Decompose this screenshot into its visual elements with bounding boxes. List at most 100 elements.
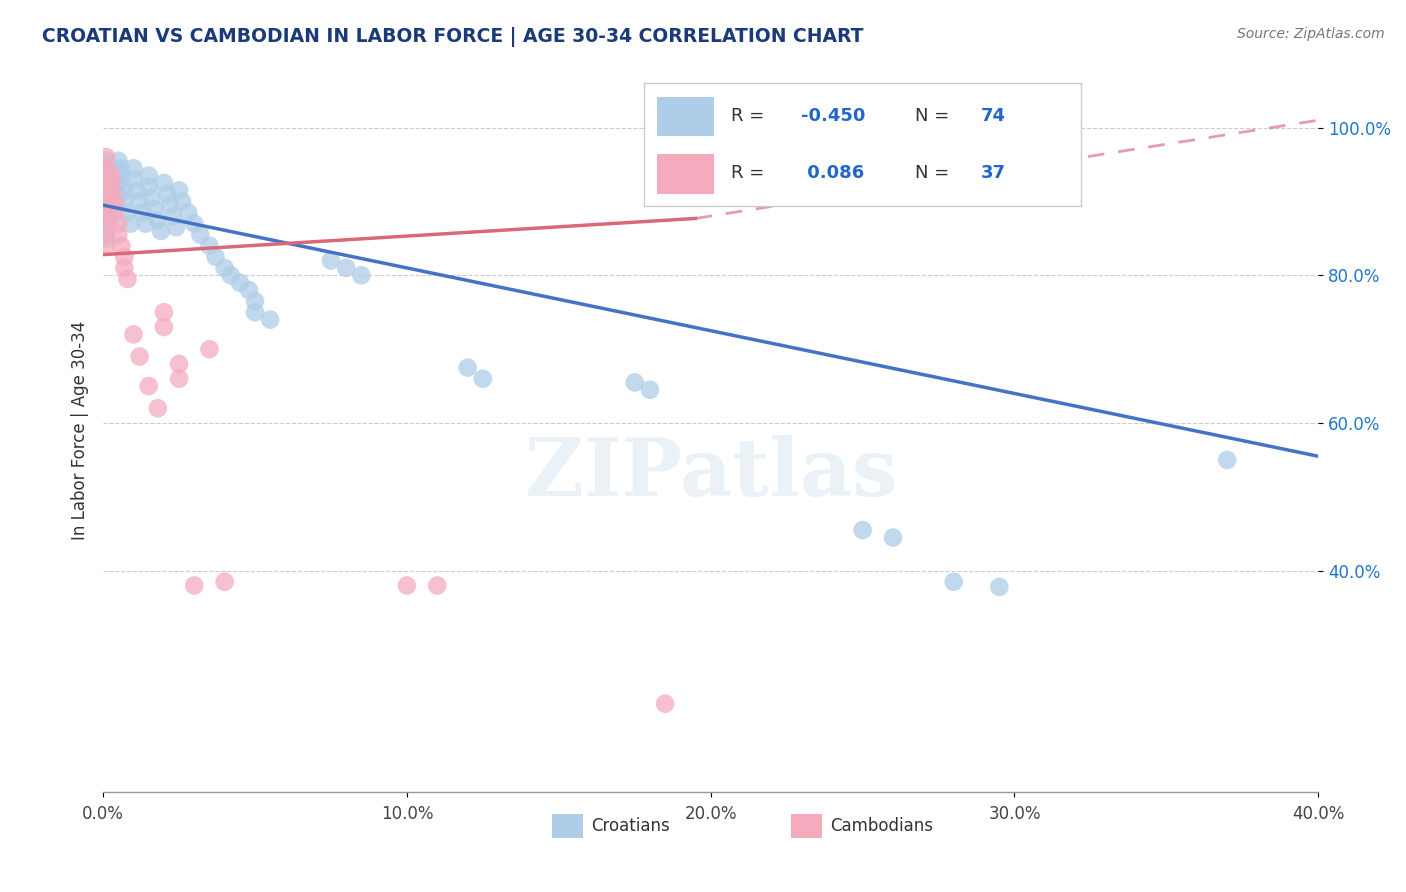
Point	[243, 305, 266, 319]
Point	[229, 276, 252, 290]
Point	[98, 198, 121, 212]
Point	[112, 260, 135, 275]
Point	[214, 260, 236, 275]
Point	[138, 379, 160, 393]
Y-axis label: In Labor Force | Age 30-34: In Labor Force | Age 30-34	[72, 321, 89, 540]
Point	[128, 194, 150, 209]
Point	[153, 305, 176, 319]
Point	[138, 169, 160, 183]
Point	[153, 176, 176, 190]
Point	[319, 253, 342, 268]
Point	[107, 176, 129, 190]
Point	[138, 179, 160, 194]
Point	[96, 217, 118, 231]
Point	[167, 183, 190, 197]
Point	[98, 165, 121, 179]
Point	[98, 176, 121, 190]
Point	[238, 283, 260, 297]
Point	[110, 161, 132, 176]
Point	[96, 239, 118, 253]
Point	[183, 578, 205, 592]
Text: Croatians: Croatians	[591, 817, 671, 835]
Point	[96, 227, 118, 242]
Point	[98, 161, 121, 176]
Point	[942, 574, 965, 589]
Point	[120, 217, 142, 231]
Point	[143, 202, 166, 216]
Point	[117, 272, 139, 286]
Point	[623, 376, 645, 390]
Point	[146, 213, 169, 227]
Point	[165, 220, 187, 235]
Point	[107, 187, 129, 202]
Point	[350, 268, 373, 283]
Point	[183, 217, 205, 231]
Point	[135, 217, 157, 231]
Point	[122, 327, 145, 342]
Point	[112, 250, 135, 264]
Point	[219, 268, 242, 283]
Point	[96, 220, 118, 235]
Point	[96, 161, 118, 176]
Point	[167, 372, 190, 386]
Point	[204, 250, 226, 264]
Point	[101, 169, 124, 183]
Text: Cambodians: Cambodians	[830, 817, 934, 835]
Point	[96, 187, 118, 202]
Point	[101, 183, 124, 197]
Point	[104, 172, 127, 186]
Point	[172, 194, 194, 209]
Point	[471, 372, 494, 386]
Point	[107, 165, 129, 179]
Point	[141, 191, 163, 205]
Point	[96, 153, 118, 168]
Text: ZIPatlas: ZIPatlas	[524, 434, 897, 513]
Point	[104, 194, 127, 209]
Point	[177, 205, 200, 219]
Point	[149, 224, 172, 238]
Point	[426, 578, 449, 592]
Point	[104, 183, 127, 197]
Point	[162, 209, 184, 223]
Point	[101, 172, 124, 186]
Point	[101, 202, 124, 216]
Point	[146, 401, 169, 416]
Point	[96, 150, 118, 164]
Point	[153, 320, 176, 334]
Point	[243, 294, 266, 309]
Point	[96, 176, 118, 190]
Point	[131, 205, 153, 219]
Point	[98, 217, 121, 231]
Text: CROATIAN VS CAMBODIAN IN LABOR FORCE | AGE 30-34 CORRELATION CHART: CROATIAN VS CAMBODIAN IN LABOR FORCE | A…	[42, 27, 863, 46]
Point	[198, 239, 221, 253]
Point	[107, 227, 129, 242]
Point	[188, 227, 211, 242]
Point	[117, 205, 139, 219]
Point	[96, 198, 118, 212]
Point	[112, 183, 135, 197]
Point	[988, 580, 1011, 594]
Point	[457, 360, 479, 375]
Point	[214, 574, 236, 589]
Point	[98, 187, 121, 202]
Point	[110, 172, 132, 186]
Point	[128, 350, 150, 364]
Point	[259, 312, 281, 326]
Point	[156, 187, 179, 202]
Point	[125, 183, 148, 197]
Point	[198, 342, 221, 356]
Point	[112, 194, 135, 209]
Point	[98, 172, 121, 186]
Point	[654, 697, 676, 711]
Point	[122, 172, 145, 186]
Point	[638, 383, 661, 397]
Point	[852, 523, 875, 537]
Point	[159, 198, 181, 212]
Point	[96, 231, 118, 245]
Point	[96, 165, 118, 179]
Point	[96, 183, 118, 197]
Text: Source: ZipAtlas.com: Source: ZipAtlas.com	[1237, 27, 1385, 41]
Point	[96, 194, 118, 209]
Point	[104, 194, 127, 209]
Point	[1216, 453, 1239, 467]
